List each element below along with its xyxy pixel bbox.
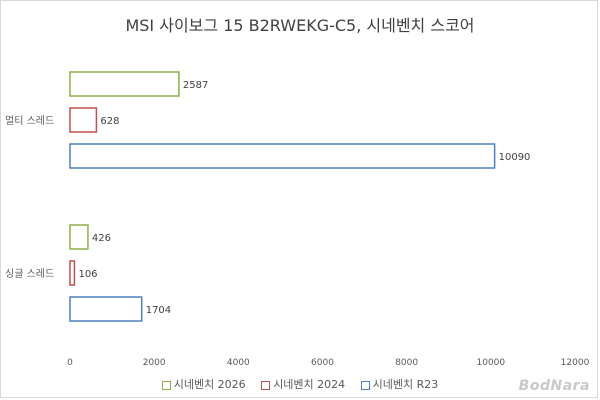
data-label: 1704: [146, 305, 171, 316]
data-label: 628: [100, 116, 119, 127]
x-tick-label: 4000: [227, 358, 250, 368]
legend-item-2024: 시네벤치 2024: [261, 376, 345, 392]
bar: [69, 71, 180, 97]
legend-item-2026: 시네벤치 2026: [161, 376, 246, 392]
chart-title: MSI 사이보그 15 B2RWEKG-C5, 시네벤치 스코어: [125, 16, 475, 35]
legend-item-r23: 시네벤치 R23: [360, 376, 439, 392]
legend: 시네벤치 2026 시네벤치 2024 시네벤치 R23: [0, 376, 600, 392]
category-label: 멀티 스레드: [5, 114, 54, 127]
bar: [69, 260, 76, 286]
bar: [69, 143, 496, 169]
legend-label-2024: 시네벤치 2024: [273, 378, 346, 391]
legend-label-2026: 시네벤치 2026: [173, 378, 246, 391]
bar: [69, 296, 143, 322]
category-label: 싱글 스레드: [5, 268, 54, 280]
bar: [69, 107, 98, 133]
data-label: 426: [92, 233, 111, 244]
data-label: 10090: [499, 152, 531, 163]
bar: [69, 224, 89, 250]
legend-swatch-r23: [360, 380, 370, 390]
x-tick-label: 0: [67, 358, 73, 368]
x-tick-label: 2000: [143, 358, 166, 368]
x-tick-label: 8000: [395, 358, 418, 368]
legend-swatch-2024: [261, 380, 271, 390]
data-label: 2587: [183, 80, 208, 91]
x-tick-label: 12000: [561, 358, 590, 368]
x-tick-label: 6000: [311, 358, 334, 368]
legend-swatch-2026: [161, 380, 171, 390]
bodnara-logo: BodNara: [518, 378, 590, 394]
x-tick-label: 10000: [477, 358, 506, 368]
legend-label-r23: 시네벤치 R23: [372, 378, 439, 391]
data-label: 106: [78, 269, 97, 280]
